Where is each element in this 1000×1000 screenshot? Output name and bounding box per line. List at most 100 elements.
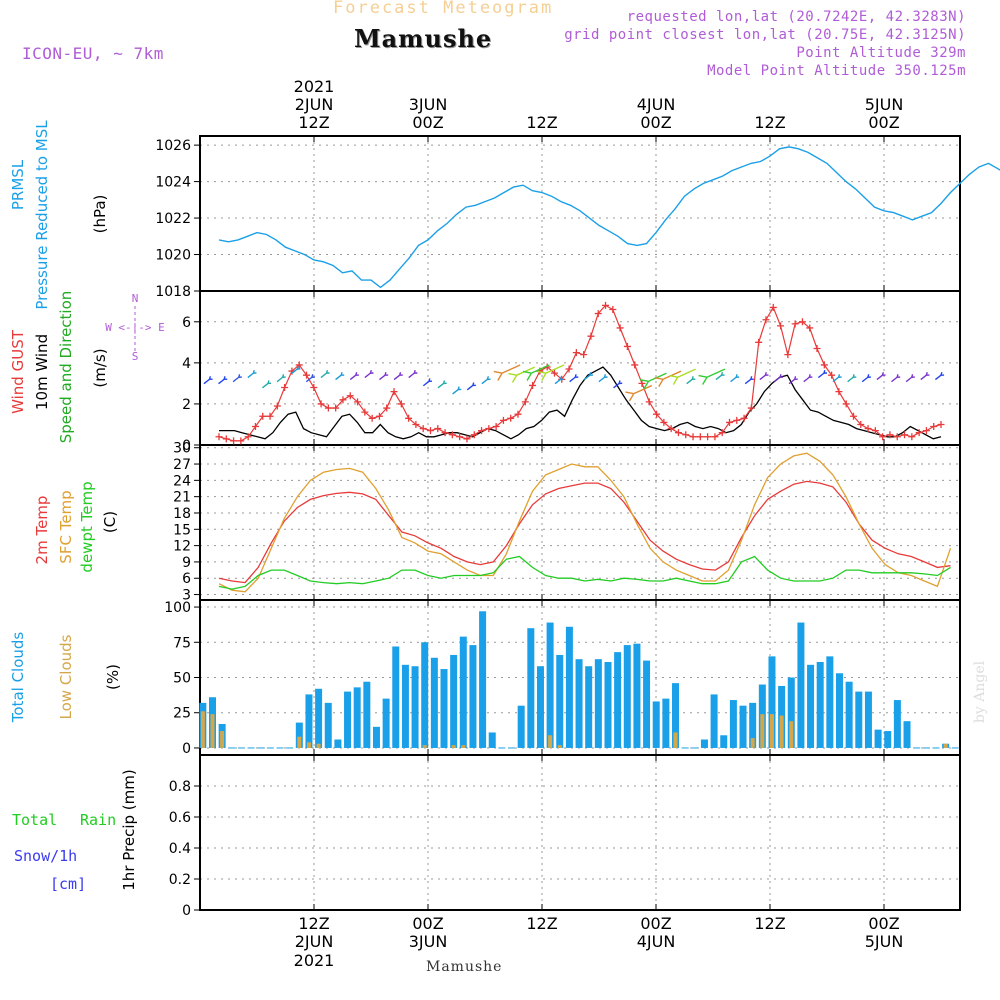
wind-arrow (320, 369, 330, 379)
wind-arrow-head (896, 374, 901, 378)
gust-marker (857, 420, 865, 428)
wind-unit: (m/s) (91, 348, 109, 387)
gust-marker (281, 384, 289, 392)
time-hour-label: 12Z (754, 113, 785, 132)
total-cloud-bar (614, 652, 622, 748)
total-cloud-bar (556, 654, 564, 748)
wind-arrow (715, 372, 725, 381)
wind-arrow (335, 372, 345, 381)
gust-marker (609, 305, 617, 313)
wind-arrow (832, 374, 842, 383)
time-day-label: 3JUN (409, 932, 448, 951)
wind-arrow-head (486, 376, 491, 380)
wind-arrow-shaft (218, 378, 225, 385)
wind-arrow-shaft (744, 378, 752, 385)
total-cloud-bar (903, 721, 911, 748)
total-cloud-bar (835, 673, 843, 748)
total-cloud-bar (372, 726, 380, 748)
low-cloud-bar (943, 743, 948, 748)
wind-arrow (218, 376, 228, 385)
wind-arrow (744, 376, 754, 385)
total-cloud-bar (710, 694, 718, 748)
time-hour-label: 12Z (298, 113, 329, 132)
total-cloud-bar (826, 656, 834, 748)
panel-precip: 0 0.2 0.4 0.6 0.8 (169, 754, 961, 919)
ytick-label: 3 (182, 588, 191, 604)
wind-arrow (452, 386, 462, 395)
gust-marker (718, 429, 726, 437)
total-cloud-bar (295, 722, 303, 748)
wind-arrow-shaft (817, 372, 825, 379)
wind-arrow (508, 366, 536, 383)
wind-arrow-head (457, 386, 462, 391)
gust-marker (273, 402, 281, 410)
gust-marker (317, 400, 325, 408)
time-hour-label: 12Z (526, 914, 557, 933)
time-hour-label: 12Z (298, 914, 329, 933)
wind-arrow (408, 369, 418, 379)
gust-markers (215, 301, 945, 445)
wind-arrow-head (639, 378, 650, 390)
gust-marker (828, 371, 836, 379)
gust-marker (660, 418, 668, 426)
gust-marker (259, 412, 267, 420)
wind-arrow (247, 369, 257, 379)
gust-marker (791, 320, 799, 328)
model-altitude: Model Point Altitude 350.125m (707, 63, 966, 79)
precip-cm-label: [cm] (50, 875, 86, 893)
wind-dir-label: Speed and Direction (57, 291, 75, 444)
gust-marker (908, 433, 916, 441)
total-cloud-bar (440, 669, 448, 748)
temp-2m-label: 2m Temp (33, 496, 51, 565)
gust-marker (251, 423, 259, 431)
wind-arrow-shaft (774, 376, 781, 383)
gust-marker (667, 425, 675, 433)
requested-coords: requested lon,lat (20.7242E, 42.3283N) (626, 9, 966, 25)
wind-arrow (788, 376, 798, 385)
wind-arrow-shaft (730, 376, 737, 383)
time-day-label: 5JUN (865, 932, 904, 951)
gust-marker (419, 425, 427, 433)
time-day-label: 2JUN (295, 95, 334, 114)
panel-frame (199, 444, 961, 601)
wind-arrow (203, 376, 213, 385)
temp-unit: (C) (101, 511, 119, 533)
gust-marker (674, 429, 682, 437)
gust-marker (893, 433, 901, 441)
gust-marker (755, 338, 763, 346)
gust-marker (631, 361, 639, 369)
gust-marker (375, 412, 383, 420)
gust-marker (842, 400, 850, 408)
panel-pressure: 1018 1020 1022 1024 1026 (155, 135, 961, 300)
temp-2m-line (218, 480, 951, 584)
ytick-label: 4 (182, 356, 191, 372)
gust-marker (237, 437, 245, 445)
compass-south: S (132, 350, 139, 363)
gust-marker (762, 316, 770, 324)
gust-marker (456, 433, 464, 441)
wind-arrow-head (925, 372, 930, 376)
gust-marker (514, 410, 522, 418)
wind-arrow-head (369, 369, 374, 374)
ytick-label: 0 (182, 903, 191, 919)
wind-arrow (774, 374, 784, 383)
wind-arrow-head (559, 376, 564, 380)
total-cloud-bar (517, 705, 525, 748)
total-cloud-bar (363, 681, 371, 748)
total-cloud-bar (527, 628, 535, 748)
wind-arrow-head (296, 365, 301, 370)
low-cloud-bar (760, 714, 765, 748)
wind-arrow (669, 368, 696, 385)
pressure-line (218, 146, 1000, 289)
wind-arrow (613, 380, 623, 389)
wind-arrow-head (852, 374, 857, 378)
gust-marker (587, 332, 595, 340)
wind-arrow-head (325, 369, 330, 374)
wind-arrow-head (537, 370, 547, 381)
wind-arrow (522, 364, 550, 381)
wind-arrow (639, 372, 667, 390)
wind-arrow-head (691, 376, 696, 380)
ytick-label: 0.8 (169, 779, 191, 795)
time-hour-label: 12Z (526, 113, 557, 132)
